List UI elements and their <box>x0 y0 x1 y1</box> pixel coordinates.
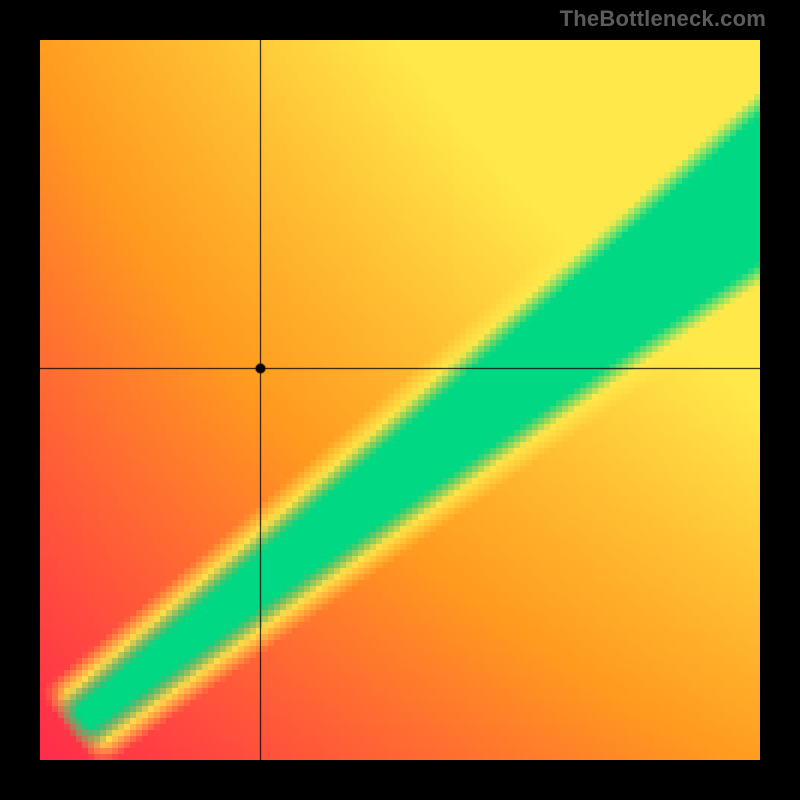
crosshair-overlay <box>40 40 760 760</box>
watermark-text: TheBottleneck.com <box>560 6 766 32</box>
chart-container: TheBottleneck.com <box>0 0 800 800</box>
